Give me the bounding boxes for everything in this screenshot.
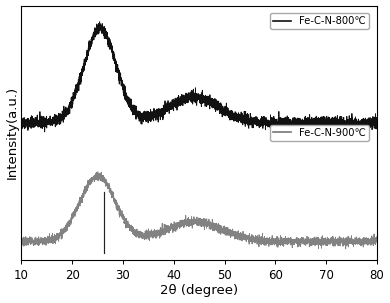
Y-axis label: Intensity(a.u.): Intensity(a.u.) bbox=[5, 86, 19, 179]
Legend: Fe-C-N-900℃: Fe-C-N-900℃ bbox=[270, 125, 369, 141]
X-axis label: 2θ (degree): 2θ (degree) bbox=[160, 285, 238, 298]
